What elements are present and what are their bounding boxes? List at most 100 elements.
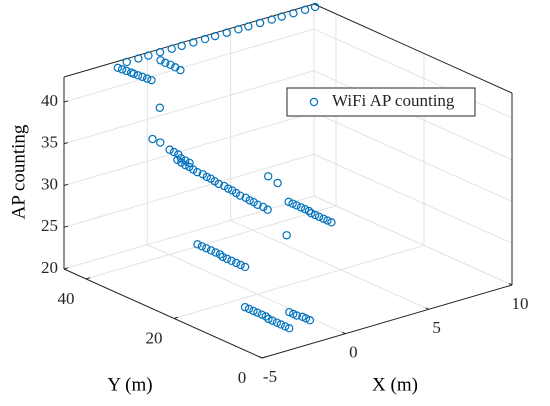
point	[122, 57, 131, 67]
point	[165, 145, 174, 154]
axis-line	[63, 268, 263, 359]
point	[138, 72, 147, 82]
grid-line	[313, 195, 513, 286]
axis-line	[313, 3, 513, 94]
point	[276, 320, 286, 329]
point	[197, 242, 207, 251]
point	[281, 322, 290, 331]
x-tick-label: -5	[263, 367, 277, 386]
point	[240, 262, 250, 272]
point	[284, 197, 293, 207]
grid-line	[63, 28, 315, 103]
point	[282, 231, 291, 240]
x-tick-label: 10	[512, 294, 529, 313]
point	[249, 306, 258, 316]
point	[305, 316, 315, 325]
point	[222, 254, 232, 264]
point	[189, 38, 198, 47]
grid-line	[63, 195, 315, 270]
point	[113, 63, 123, 73]
point	[156, 56, 165, 65]
point	[289, 9, 298, 18]
point	[206, 246, 216, 255]
point	[307, 209, 316, 218]
point	[257, 310, 267, 319]
axis-line	[261, 284, 513, 359]
point	[253, 308, 262, 317]
point	[310, 2, 320, 12]
point	[211, 248, 220, 257]
y-axis-label: Y (m)	[107, 374, 152, 395]
point	[236, 260, 245, 270]
point	[214, 179, 223, 189]
point	[177, 41, 186, 51]
grid-line	[313, 28, 513, 119]
point	[314, 212, 324, 221]
point	[222, 28, 231, 37]
point	[232, 258, 241, 268]
point	[268, 316, 277, 325]
point	[310, 210, 320, 220]
z-tick-label: 35	[41, 133, 58, 152]
point	[224, 184, 233, 193]
x-axis-label: X (m)	[372, 374, 418, 395]
point	[166, 60, 175, 69]
y-tick-label: 20	[146, 328, 163, 347]
z-tick-label: 30	[41, 174, 58, 193]
point	[327, 218, 336, 227]
point	[129, 69, 138, 79]
grid-line	[63, 112, 315, 187]
grid-line	[63, 70, 315, 145]
point	[300, 204, 310, 214]
z-tick-label: 25	[41, 216, 58, 235]
point	[319, 214, 328, 223]
point	[264, 314, 273, 324]
point	[245, 196, 254, 205]
point	[277, 12, 286, 21]
point	[234, 25, 243, 34]
point	[133, 71, 143, 80]
point	[193, 240, 202, 249]
point	[176, 65, 185, 75]
z-tick	[63, 225, 69, 228]
legend-label: WiFi AP counting	[332, 91, 455, 110]
point	[192, 167, 202, 177]
point	[210, 31, 220, 41]
point	[155, 103, 164, 112]
point	[156, 138, 165, 147]
point	[285, 307, 294, 317]
z-tick-label: 40	[41, 91, 58, 110]
point	[181, 160, 190, 170]
grid-line	[173, 244, 425, 319]
point	[304, 206, 314, 216]
point	[284, 324, 294, 333]
y-tick-label: 0	[238, 368, 247, 387]
point	[117, 65, 127, 74]
z-tick	[63, 183, 69, 187]
point	[240, 302, 250, 312]
grid-line	[147, 244, 346, 335]
point	[202, 244, 211, 253]
point	[227, 256, 236, 266]
point	[185, 158, 194, 168]
point	[259, 202, 268, 212]
point	[301, 314, 311, 323]
y-tick-label: 40	[58, 289, 75, 308]
point	[202, 172, 211, 182]
point	[169, 147, 179, 157]
z-axis-label: AP counting	[8, 124, 29, 219]
point	[215, 250, 225, 259]
point	[244, 22, 253, 31]
point	[296, 203, 306, 212]
x-tick-label: 5	[432, 318, 441, 337]
point	[144, 51, 153, 60]
legend-marker	[309, 97, 319, 107]
point	[134, 54, 143, 63]
points	[113, 2, 336, 333]
grid-line	[230, 219, 429, 310]
point	[323, 216, 332, 225]
point	[235, 191, 245, 200]
point	[147, 75, 156, 85]
grid-line	[313, 112, 513, 202]
